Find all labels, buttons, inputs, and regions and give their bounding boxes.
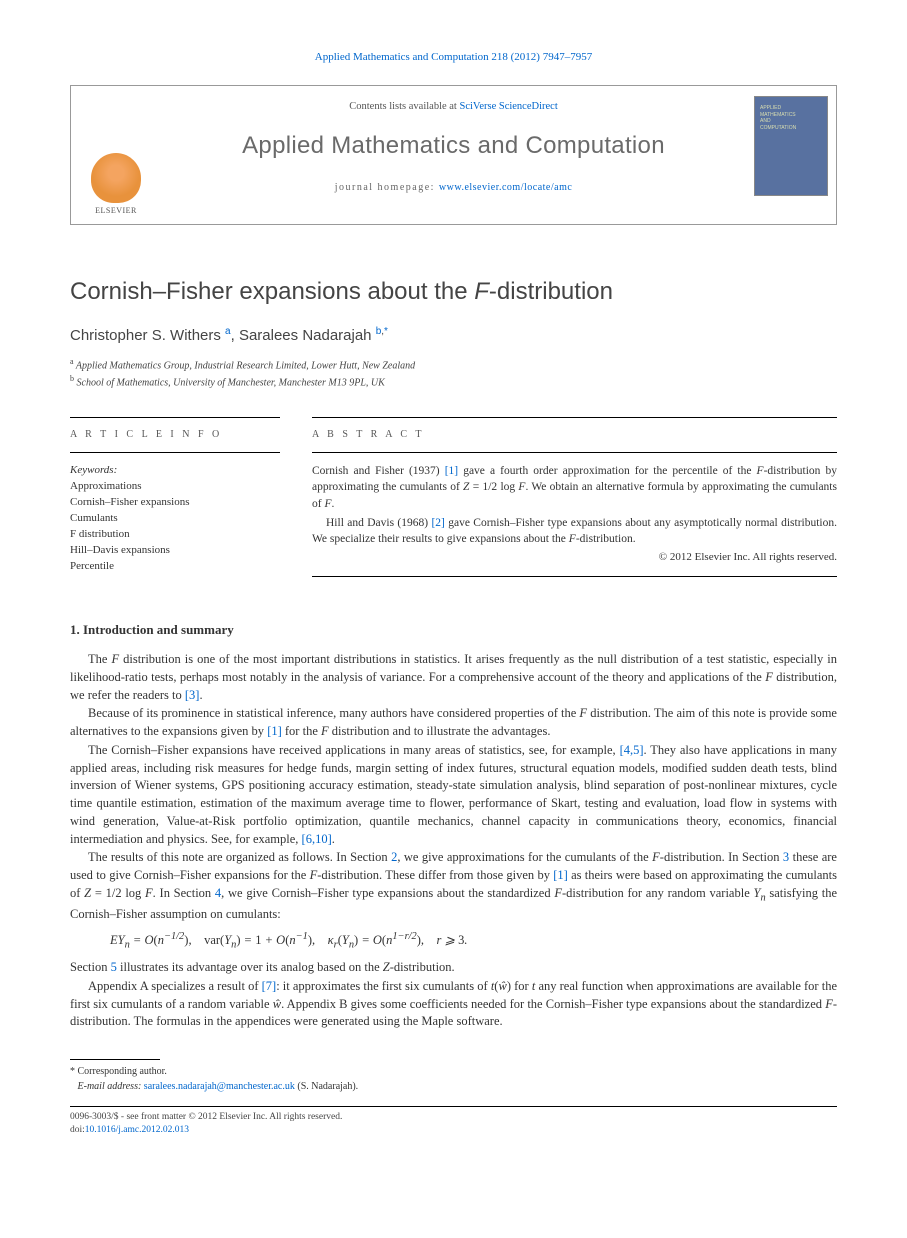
homepage-link[interactable]: www.elsevier.com/locate/amc <box>439 182 572 193</box>
homepage-label: journal homepage: <box>335 182 439 193</box>
elsevier-label: ELSEVIER <box>86 205 146 216</box>
divider <box>312 417 837 418</box>
keyword: F distribution <box>70 527 280 543</box>
running-head: Applied Mathematics and Computation 218 … <box>70 50 837 65</box>
cover-line: COMPUTATION <box>760 125 822 132</box>
divider <box>312 576 837 577</box>
divider <box>70 452 280 453</box>
keyword: Approximations <box>70 479 280 495</box>
abstract-para: Cornish and Fisher (1937) [1] gave a fou… <box>312 463 837 513</box>
copyright-line: © 2012 Elsevier Inc. All rights reserved… <box>312 550 837 566</box>
front-matter-line: 0096-3003/$ - see front matter © 2012 El… <box>70 1111 837 1124</box>
affiliation: a Applied Mathematics Group, Industrial … <box>70 356 837 373</box>
journal-cover-thumb: APPLIED MATHEMATICS AND COMPUTATION <box>754 96 828 196</box>
masthead-center: Contents lists available at SciVerse Sci… <box>161 86 746 224</box>
body-para: The results of this note are organized a… <box>70 849 837 924</box>
footnote-rule <box>70 1059 160 1060</box>
display-equation: EYn = O(n−1/2), var(Yn) = 1 + O(n−1), κr… <box>110 930 837 953</box>
body-para: Appendix A specializes a result of [7]: … <box>70 978 837 1031</box>
doi-line: doi:10.1016/j.amc.2012.02.013 <box>70 1124 837 1137</box>
doi-link[interactable]: 10.1016/j.amc.2012.02.013 <box>85 1125 189 1135</box>
footer-meta: 0096-3003/$ - see front matter © 2012 El… <box>70 1111 837 1138</box>
divider <box>70 417 280 418</box>
keyword: Hill–Davis expansions <box>70 543 280 559</box>
email-suffix: (S. Nadarajah). <box>297 1081 358 1092</box>
article-info-label: A R T I C L E I N F O <box>70 428 280 442</box>
info-abstract-row: A R T I C L E I N F O Keywords: Approxim… <box>70 411 837 587</box>
sciencedirect-link[interactable]: SciVerse ScienceDirect <box>459 101 557 112</box>
divider <box>312 452 837 453</box>
journal-title: Applied Mathematics and Computation <box>161 129 746 163</box>
affil-sup: b <box>70 374 74 383</box>
corresponding-author-note: * Corresponding author. <box>70 1064 837 1079</box>
section-heading: 1. Introduction and summary <box>70 621 837 639</box>
footer-rule <box>70 1106 837 1107</box>
body-para: Because of its prominence in statistical… <box>70 705 837 741</box>
keywords-label: Keywords: <box>70 463 280 478</box>
contents-line: Contents lists available at SciVerse Sci… <box>161 100 746 115</box>
body-para: Section 5 illustrates its advantage over… <box>70 959 837 977</box>
body-para: The Cornish–Fisher expansions have recei… <box>70 742 837 849</box>
doi-label: doi: <box>70 1125 85 1135</box>
keywords-list: Approximations Cornish–Fisher expansions… <box>70 479 280 575</box>
elsevier-tree-icon <box>91 153 141 203</box>
affil-text: Applied Mathematics Group, Industrial Re… <box>76 360 415 371</box>
homepage-line: journal homepage: www.elsevier.com/locat… <box>161 181 746 195</box>
keyword: Cornish–Fisher expansions <box>70 495 280 511</box>
authors: Christopher S. Withers a, Saralees Nadar… <box>70 325 837 346</box>
affiliations: a Applied Mathematics Group, Industrial … <box>70 356 837 391</box>
elsevier-logo: ELSEVIER <box>86 153 146 216</box>
page: Applied Mathematics and Computation 218 … <box>0 0 907 1178</box>
abstract-column: A B S T R A C T Cornish and Fisher (1937… <box>312 411 837 587</box>
keyword: Percentile <box>70 559 280 575</box>
abstract-label: A B S T R A C T <box>312 428 837 442</box>
affil-sup: a <box>70 357 74 366</box>
footnotes: * Corresponding author. E-mail address: … <box>70 1064 837 1094</box>
publisher-logo-cell: ELSEVIER <box>71 86 161 224</box>
contents-prefix: Contents lists available at <box>349 101 459 112</box>
cover-thumb-cell: APPLIED MATHEMATICS AND COMPUTATION <box>746 86 836 224</box>
affil-text: School of Mathematics, University of Man… <box>77 378 385 389</box>
section-1: 1. Introduction and summary The F distri… <box>70 621 837 1031</box>
keyword: Cumulants <box>70 511 280 527</box>
affiliation: b School of Mathematics, University of M… <box>70 373 837 390</box>
author-email-link[interactable]: saralees.nadarajah@manchester.ac.uk <box>144 1081 295 1092</box>
journal-masthead: ELSEVIER Contents lists available at Sci… <box>70 85 837 225</box>
abstract-para: Hill and Davis (1968) [2] gave Cornish–F… <box>312 515 837 548</box>
abstract-text: Cornish and Fisher (1937) [1] gave a fou… <box>312 463 837 566</box>
email-label: E-mail address: <box>78 1081 142 1092</box>
body-para: The F distribution is one of the most im… <box>70 651 837 704</box>
running-head-link[interactable]: Applied Mathematics and Computation 218 … <box>315 51 592 63</box>
article-title: Cornish–Fisher expansions about the F-di… <box>70 275 837 309</box>
article-info-column: A R T I C L E I N F O Keywords: Approxim… <box>70 411 280 587</box>
email-line: E-mail address: saralees.nadarajah@manch… <box>70 1079 837 1094</box>
